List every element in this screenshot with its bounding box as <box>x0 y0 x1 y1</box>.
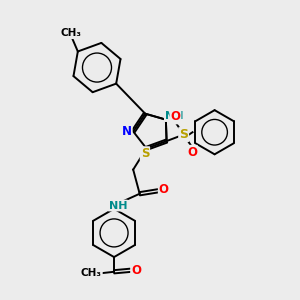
Text: CH₃: CH₃ <box>81 268 102 278</box>
Text: NH: NH <box>165 111 183 121</box>
Text: NH: NH <box>109 200 127 211</box>
Text: O: O <box>187 146 197 159</box>
Text: O: O <box>131 264 141 277</box>
Text: S: S <box>141 147 149 160</box>
Text: N: N <box>122 125 132 138</box>
Text: O: O <box>170 110 180 123</box>
Text: CH₃: CH₃ <box>61 28 82 38</box>
Text: S: S <box>179 128 188 141</box>
Text: O: O <box>159 183 169 196</box>
